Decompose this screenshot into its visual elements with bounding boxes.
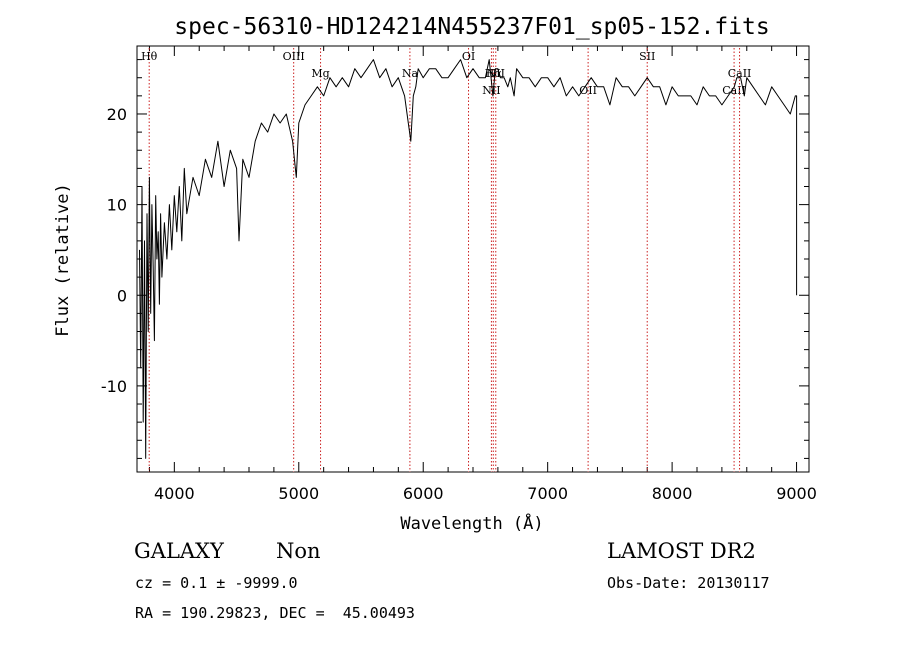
- x-axis-label: Wavelength (Å): [400, 512, 543, 534]
- x-axis-ticks: 4000 5000 6000 7000 8000 9000: [148, 46, 817, 503]
- spectral-line-label: OI: [462, 50, 475, 63]
- survey-label: LAMOST DR2: [607, 539, 756, 563]
- object-subclass: Non: [276, 539, 321, 563]
- x-tick-label: 4000: [154, 484, 195, 503]
- redshift-line: cz = 0.1 ± -9999.0: [135, 574, 298, 592]
- spectral-line-label: Mg: [311, 67, 329, 80]
- flux-line: [139, 59, 798, 459]
- spectral-line-label: OIII: [283, 50, 305, 63]
- spectral-line-label: CaII: [728, 67, 752, 80]
- coordinates: RA = 190.29823, DEC = 45.00493: [135, 604, 415, 622]
- flux-series: [139, 59, 798, 459]
- y-tick-label: 0: [117, 286, 127, 305]
- y-axis-ticks: -10 0 10 20: [101, 59, 809, 459]
- spectral-line-label: Hθ: [141, 50, 158, 63]
- spectral-line-label: SII: [639, 50, 655, 63]
- object-class: GALAXY: [134, 539, 224, 563]
- y-axis-label: Flux (relative): [53, 183, 73, 337]
- spectral-line-label: OII: [579, 84, 597, 97]
- spectral-line-label: Na: [402, 67, 419, 80]
- obs-date: Obs-Date: 20130117: [607, 574, 770, 592]
- x-tick-label: 9000: [776, 484, 817, 503]
- plot-frame: [136, 45, 810, 473]
- x-tick-label: 7000: [527, 484, 568, 503]
- x-tick-label: 5000: [278, 484, 319, 503]
- chart-title: spec-56310-HD124214N455237F01_sp05-152.f…: [174, 14, 769, 40]
- y-tick-label: -10: [101, 377, 127, 396]
- y-tick-label: 10: [107, 196, 127, 215]
- y-tick-label: 20: [107, 105, 127, 124]
- x-tick-label: 6000: [403, 484, 444, 503]
- x-tick-label: 8000: [652, 484, 693, 503]
